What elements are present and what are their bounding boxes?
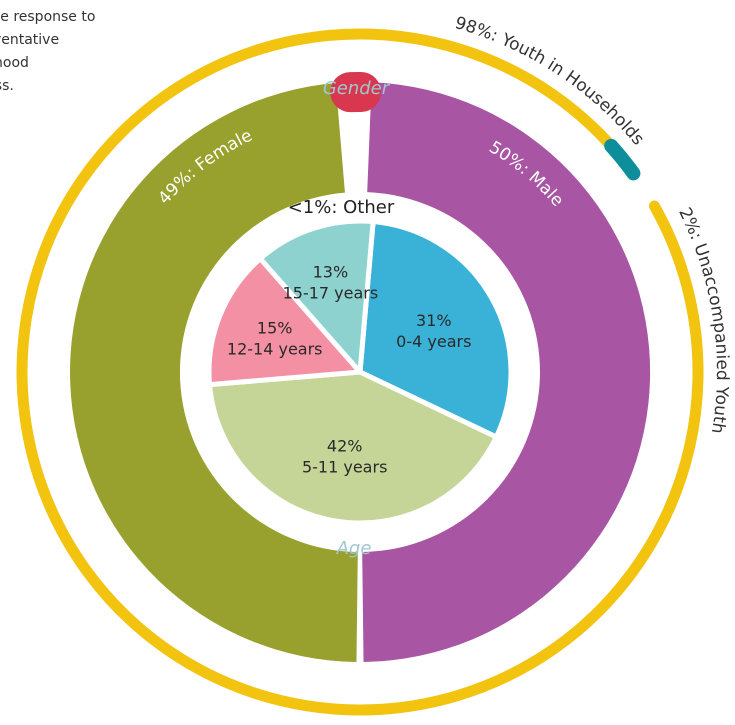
age-slice-12-14-label: 12-14 years [227,340,323,359]
intro-line: preventative [0,32,60,48]
age-slice-15-17-value: 13% [313,263,349,282]
age-slice-12-14 [206,256,363,388]
age-slice-12-14-value: 15% [257,319,293,338]
age-slice-15-17-label: 15-17 years [283,284,379,303]
gender-segment-female [70,83,358,662]
outer-ring-segment-households [16,28,704,716]
intro-line: w the response to [0,9,96,25]
age-slice-0-4-label: 0-4 years [396,332,471,351]
outer-label-unaccompanied: 2%: Unaccompanied Youth [674,205,732,435]
intro-line: sness. [0,78,14,94]
gender-segment-male [362,82,651,662]
age-slice-5-11-label: 5-11 years [302,458,387,477]
age-slice-0-4-value: 31% [416,311,452,330]
age-slice-5-11-value: 42% [327,437,363,456]
intro-line: kelihood [0,55,29,71]
intro-text: w the response to preventative kelihood … [0,6,190,98]
age-slice-0-4 [357,219,514,440]
gender-label-other: <1%: Other [288,197,395,218]
gender-ring-title: Gender [323,78,391,99]
outer-ring-segment-unaccompanied [604,138,641,181]
age-pie-title: Age [336,538,372,559]
age-slice-5-11 [207,369,499,526]
age-slice-15-17 [257,218,376,375]
